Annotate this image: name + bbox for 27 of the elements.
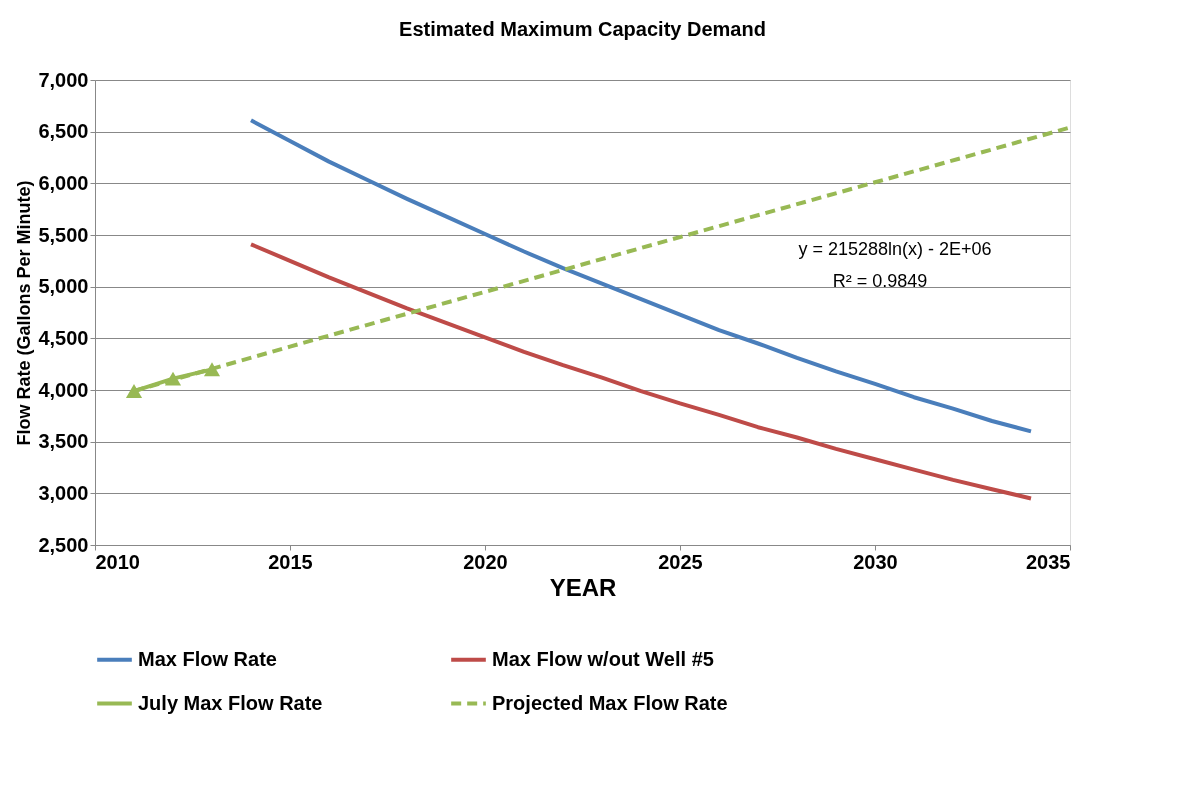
legend-label: Max Flow w/out Well #5 [492,647,714,670]
x-tick-label: 2030 [853,550,898,573]
annotation: y = 215288ln(x) - 2E+06 [798,239,992,259]
legend-label: July Max Flow Rate [138,691,323,714]
legend-label: Max Flow Rate [138,647,277,670]
y-tick-label: 3,500 [38,430,89,453]
line-series [249,118,1033,434]
y-tick-label: 6,000 [38,171,89,194]
annotation: R² = 0.9849 [832,271,928,291]
x-tick-label: 2020 [463,550,508,573]
y-tick-label: 5,000 [38,275,89,298]
x-tick-label: 2010 [95,550,140,573]
legend-label: Projected Max Flow Rate [492,691,728,714]
x-tick-label: 2035 [1026,550,1071,573]
y-tick-label: 4,500 [38,326,89,349]
y-tick-label: 3,000 [38,481,89,504]
y-tick-label: 5,500 [38,223,89,246]
chart-title: Estimated Maximum Capacity Demand [399,18,766,40]
x-tick-label: 2025 [658,550,703,573]
y-tick-label: 2,500 [38,533,89,556]
x-tick-label: 2015 [268,550,313,573]
y-axis-title: Flow Rate (Gallons Per Minute) [14,180,35,446]
y-tick-label: 6,500 [38,120,89,143]
x-axis-title: YEAR [549,573,617,601]
y-tick-label: 4,000 [38,378,89,401]
y-tick-label: 7,000 [38,68,89,91]
line-series [249,242,1033,501]
